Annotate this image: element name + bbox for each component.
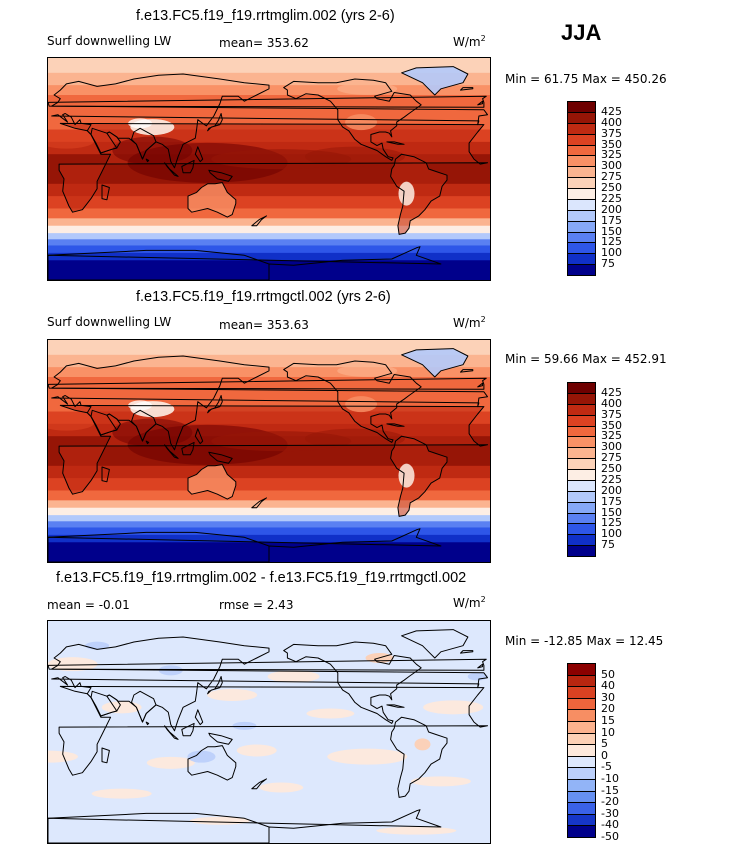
panel-1-title: f.e13.FC5.f19_f19.rrtmglim.002 (yrs 2-6) — [136, 8, 395, 24]
colorbar-tick-label: -30 — [601, 806, 619, 820]
colorbar-tick-label: 0 — [601, 748, 608, 762]
colorbar-tick-label: 400 — [601, 396, 622, 410]
colorbar-swatch — [567, 545, 596, 557]
colorbar-tick-label: -50 — [601, 830, 619, 843]
colorbar-tick-label: 250 — [601, 462, 622, 475]
colorbar-tick-label: -15 — [601, 783, 619, 797]
panel-3-units: W/m2 — [453, 595, 486, 610]
panel-1-variable-label: Surf downwelling LW — [47, 34, 172, 48]
colorbar-tick-label: 125 — [601, 235, 622, 249]
colorbar-tick-label: 175 — [601, 213, 622, 227]
panel-2-minmax: Min = 59.66 Max = 452.91 — [505, 352, 667, 366]
panel-2-title: f.e13.FC5.f19_f19.rrtmgctl.002 (yrs 2-6) — [136, 289, 391, 305]
colorbar-tick-label: 40 — [601, 679, 615, 693]
coastlines — [48, 629, 488, 843]
colorbar-tick-label: 75 — [601, 257, 615, 271]
panel-1-map — [47, 57, 491, 281]
coastlines — [48, 348, 488, 562]
colorbar-tick-label: 225 — [601, 191, 622, 205]
panel-3-rmse: rmse = 2.43 — [219, 598, 294, 612]
colorbar-tick-label: 15 — [601, 714, 615, 727]
colorbar-tick-label: 300 — [601, 440, 622, 454]
colorbar-tick-label: 325 — [601, 429, 622, 443]
colorbar-tick-label: 5 — [601, 737, 608, 751]
colorbar-swatch — [567, 825, 596, 838]
colorbar-tick-label: 325 — [601, 148, 622, 162]
colorbar-tick-label: 125 — [601, 516, 622, 530]
field-shading — [48, 58, 490, 280]
colorbar-tick-label: -5 — [601, 760, 612, 774]
panel-3-minmax: Min = -12.85 Max = 12.45 — [505, 634, 664, 648]
panel-3-colorbar: 50 40 30 20 15 10 5 0 -5 -10 -15 -20 -30 -40 -50 — [567, 663, 619, 843]
panel-3-title: f.e13.FC5.f19_f19.rrtmglim.002 - f.e13.F… — [56, 570, 467, 586]
panel-1-units: W/m2 — [453, 34, 486, 49]
colorbar-tick-label: 350 — [601, 418, 622, 432]
colorbar-tick-label: 150 — [601, 505, 622, 519]
colorbar-tick-label: 100 — [601, 527, 622, 541]
colorbar-tick-label: 50 — [601, 667, 615, 681]
colorbar-swatch — [567, 264, 596, 276]
colorbar-tick-label: 75 — [601, 538, 615, 552]
panel-2-colorbar: 425 400 375 350 325 300 275 250 225 200 175 150 125 1… — [567, 382, 622, 557]
panel-2-mean: mean= 353.63 — [219, 318, 309, 332]
panel-1-mean: mean= 353.62 — [219, 36, 309, 50]
panel-2-units: W/m2 — [453, 315, 486, 330]
colorbar-tick-label: 350 — [601, 137, 622, 151]
colorbar-tick-label: 20 — [601, 702, 615, 716]
field-shading — [48, 340, 490, 562]
colorbar-tick-label: -10 — [601, 772, 619, 785]
colorbar-tick-label: 275 — [601, 451, 622, 465]
colorbar-tick-label: 10 — [601, 725, 615, 739]
colorbar-tick-label: 400 — [601, 115, 622, 129]
colorbar-tick-label: 150 — [601, 224, 622, 238]
season-label: JJA — [561, 20, 602, 45]
colorbar-tick-label: 425 — [601, 385, 622, 399]
colorbar-tick-label: 275 — [601, 170, 622, 184]
colorbar-tick-label: 300 — [601, 159, 622, 173]
panel-3-map — [47, 620, 491, 844]
field-shading — [48, 621, 490, 843]
colorbar-tick-label: 30 — [601, 690, 615, 704]
colorbar-tick-label: 250 — [601, 181, 622, 194]
colorbar-tick-label: 375 — [601, 407, 622, 421]
panel-2-variable-label: Surf downwelling LW — [47, 315, 172, 329]
colorbar-tick-label: 175 — [601, 494, 622, 508]
colorbar-tick-label: 375 — [601, 126, 622, 140]
panel-2-map — [47, 339, 491, 563]
colorbar-tick-label: -40 — [601, 818, 619, 832]
colorbar-tick-label: 200 — [601, 483, 622, 497]
colorbar-tick-label: -20 — [601, 795, 619, 809]
panel-3-mean: mean = -0.01 — [47, 598, 130, 612]
colorbar-tick-label: 425 — [601, 104, 622, 118]
panel-1-minmax: Min = 61.75 Max = 450.26 — [505, 72, 667, 86]
coastlines — [48, 66, 488, 280]
colorbar-tick-label: 200 — [601, 202, 622, 216]
panel-1-colorbar: 425 400 375 350 325 300 275 250 225 200 175 150 125 1… — [567, 101, 622, 276]
colorbar-tick-label: 100 — [601, 246, 622, 260]
colorbar-tick-label: 225 — [601, 472, 622, 486]
